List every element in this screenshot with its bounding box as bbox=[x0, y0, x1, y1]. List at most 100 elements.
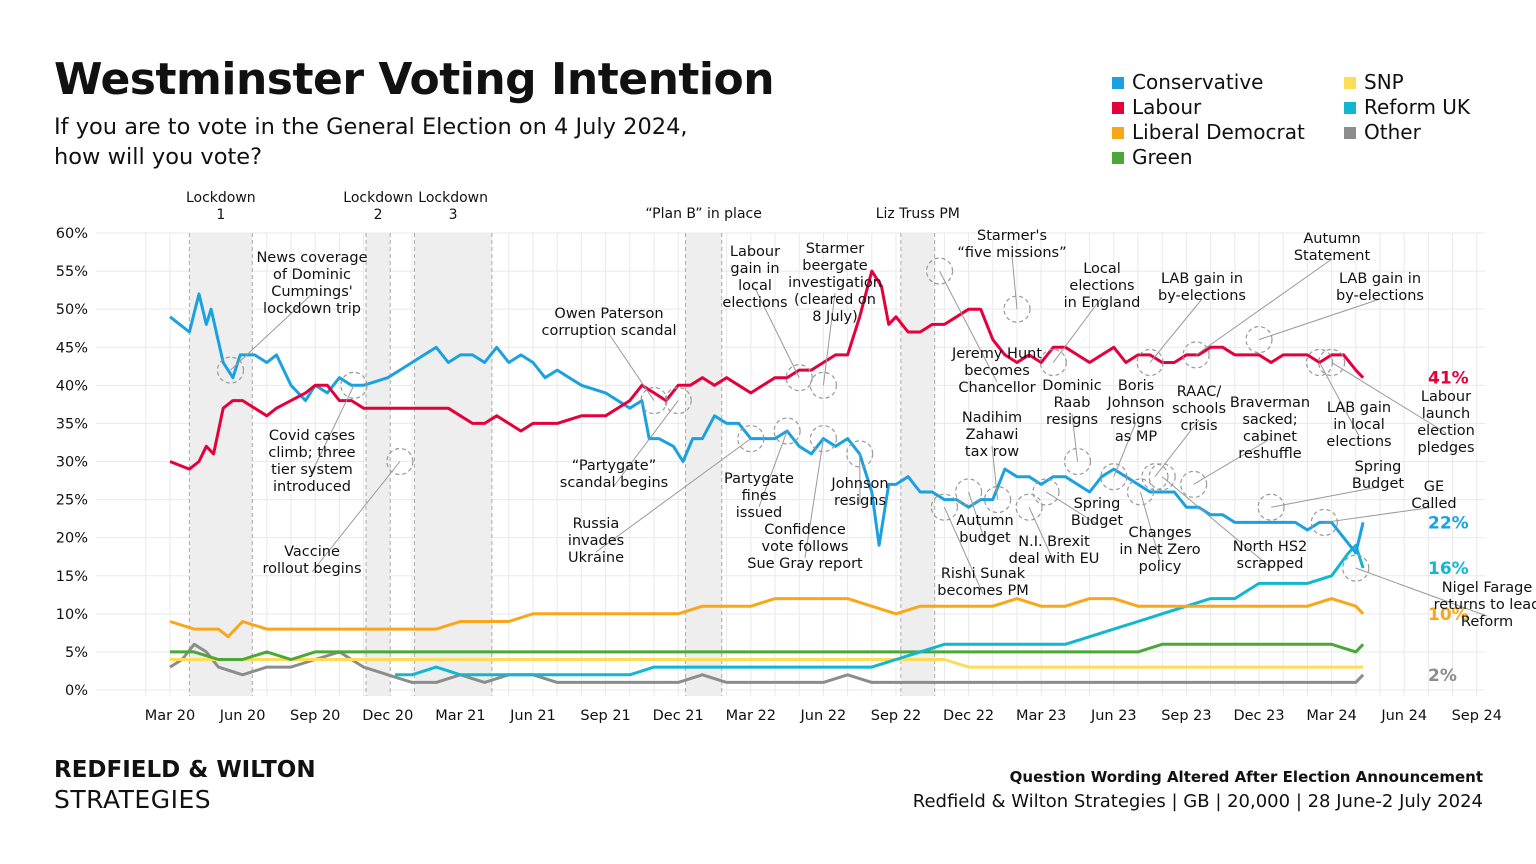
annotation-text: Sue Gray report bbox=[747, 556, 863, 572]
annotation-text: tier system bbox=[271, 462, 353, 478]
annotation-marker bbox=[216, 356, 245, 384]
annotation-text: Starmer's bbox=[977, 228, 1047, 244]
legend-swatch bbox=[1344, 127, 1356, 139]
annotation-text: Braverman bbox=[1230, 395, 1310, 411]
annotation-text: in England bbox=[1064, 295, 1141, 311]
legend-label: Other bbox=[1364, 120, 1421, 144]
y-tick-label: 45% bbox=[56, 340, 88, 356]
legend-swatch bbox=[1112, 77, 1124, 89]
annotation-leader bbox=[1113, 421, 1137, 477]
annotation-text: vote follows bbox=[762, 539, 849, 555]
chart-legend: Conservative Labour Liberal Democrat Gre… bbox=[1112, 70, 1512, 180]
annotation-leader bbox=[311, 385, 355, 473]
annotation-text: lockdown trip bbox=[263, 301, 361, 317]
annotation-marker bbox=[664, 386, 692, 415]
x-tick-label: Sep 20 bbox=[290, 708, 340, 724]
brand-name: REDFIELD & WILTON bbox=[54, 757, 316, 783]
annotation-text: introduced bbox=[273, 479, 351, 495]
y-tick-label: 5% bbox=[65, 645, 88, 661]
annotation-marker bbox=[1039, 348, 1067, 377]
annotation-text: North HS2 bbox=[1233, 539, 1308, 555]
legend-item-labour: Labour bbox=[1112, 95, 1201, 119]
annotation-marker bbox=[1126, 478, 1155, 506]
x-tick-label: Jun 24 bbox=[1380, 708, 1427, 724]
y-tick-label: 10% bbox=[56, 607, 88, 623]
annotation-text: Called bbox=[1411, 496, 1456, 512]
legend-swatch bbox=[1112, 152, 1124, 164]
annotation-text: deal with EU bbox=[1009, 551, 1100, 567]
annotation-text: Budget bbox=[1071, 513, 1123, 529]
x-tick-label: Mar 24 bbox=[1306, 708, 1356, 724]
annotation-marker bbox=[925, 257, 954, 285]
annotation-text: Spring bbox=[1074, 496, 1121, 512]
annotation-marker bbox=[809, 425, 838, 453]
series-end-label: 41% bbox=[1428, 369, 1469, 389]
annotation-text: local bbox=[738, 278, 772, 294]
annotation-text: crisis bbox=[1180, 418, 1217, 434]
series-end-label: 10% bbox=[1428, 605, 1469, 625]
period-label: 2 bbox=[374, 207, 383, 223]
annotation-leader bbox=[1193, 438, 1271, 485]
legend-swatch bbox=[1344, 77, 1356, 89]
legend-item-reform-uk: Reform UK bbox=[1344, 95, 1470, 119]
annotation-text: becomes PM bbox=[937, 583, 1028, 599]
legend-label: SNP bbox=[1364, 70, 1404, 94]
source-note: Redfield & Wilton Strategies | GB | 20,0… bbox=[912, 791, 1483, 812]
annotation-marker bbox=[773, 417, 801, 445]
annotation-text: “five missions” bbox=[957, 245, 1066, 261]
annotation-leader bbox=[1161, 476, 1271, 568]
annotation-text: Local bbox=[1083, 261, 1121, 277]
series-end-label: 22% bbox=[1428, 513, 1469, 533]
annotation-text: reshuffle bbox=[1238, 446, 1302, 462]
annotation-marker bbox=[785, 364, 813, 392]
annotation-text: becomes bbox=[964, 363, 1030, 379]
annotation-text: issued bbox=[736, 505, 782, 521]
annotation-text: Cummings' bbox=[271, 284, 353, 300]
annotation-marker bbox=[737, 425, 765, 453]
brand-subname: STRATEGIES bbox=[54, 785, 212, 814]
legend-label: Conservative bbox=[1132, 70, 1264, 94]
x-tick-label: Sep 24 bbox=[1452, 708, 1502, 724]
y-tick-label: 30% bbox=[56, 455, 88, 471]
annotation-marker bbox=[1141, 463, 1169, 491]
annotation-leader bbox=[595, 438, 752, 553]
annotation-text: elections bbox=[1326, 434, 1391, 450]
annotation-text: climb; three bbox=[268, 445, 355, 461]
x-tick-label: Sep 22 bbox=[871, 708, 921, 724]
annotation-text: Ukraine bbox=[568, 550, 624, 566]
x-tick-label: Dec 22 bbox=[943, 708, 994, 724]
annotation-leader bbox=[1319, 362, 1360, 437]
annotation-marker bbox=[809, 371, 838, 399]
annotation-text: Dominic bbox=[1042, 378, 1101, 394]
annotation-text: investigation bbox=[788, 275, 882, 291]
annotation-text: 8 July) bbox=[812, 309, 858, 325]
annotation-text: Reform bbox=[1461, 614, 1513, 630]
annotation-text: cabinet bbox=[1243, 429, 1297, 445]
annotation-text: LAB gain bbox=[1327, 400, 1391, 416]
annotation-text: Russia bbox=[573, 516, 620, 532]
annotation-text: (cleared on bbox=[794, 292, 876, 308]
annotation-marker bbox=[340, 371, 368, 399]
x-tick-label: Dec 20 bbox=[362, 708, 413, 724]
annotation-marker bbox=[1342, 554, 1370, 582]
annotation-text: Budget bbox=[1352, 476, 1404, 492]
series-line-labour bbox=[169, 269, 1365, 471]
annotation-text: of Dominic bbox=[273, 267, 351, 283]
shaded-period bbox=[414, 233, 492, 696]
legend-swatch bbox=[1112, 102, 1124, 114]
annotation-text: Rishi Sunak bbox=[941, 566, 1026, 582]
annotation-marker bbox=[846, 440, 874, 468]
annotation-text: LAB gain in bbox=[1161, 271, 1243, 287]
period-label: 1 bbox=[216, 207, 225, 223]
annotation-text: in local bbox=[1333, 417, 1385, 433]
annotation-marker bbox=[640, 386, 668, 415]
annotation-text: Covid cases bbox=[269, 428, 355, 444]
annotation-text: by-elections bbox=[1336, 288, 1424, 304]
annotation-text: Nadihim bbox=[962, 410, 1022, 426]
annotation-leader bbox=[1258, 298, 1381, 341]
x-tick-label: Jun 20 bbox=[219, 708, 266, 724]
annotation-leader bbox=[1139, 491, 1161, 562]
annotation-text: Autumn bbox=[956, 513, 1013, 529]
legend-label: Green bbox=[1132, 145, 1193, 169]
period-label: Liz Truss PM bbox=[876, 206, 960, 222]
